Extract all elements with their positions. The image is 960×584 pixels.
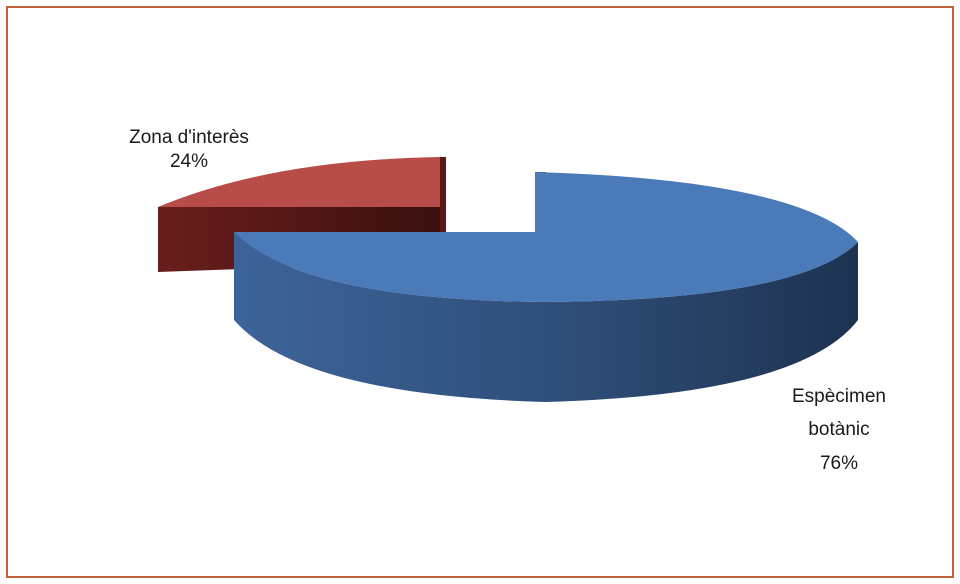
slice-label-zona-percent: 24% [170,151,208,172]
slice-label-zona-name: Zona d'interès [129,127,249,148]
pie-slice-especimen [234,172,858,402]
slice-label-especimen-name-line1: Espècimen [792,386,886,407]
slice-zona-top [158,157,440,207]
slice-label-especimen-percent: 76% [820,453,858,474]
slice-label-especimen: Espècimen botànic 76% [792,386,886,474]
slice-especimen-side [234,232,858,402]
slice-label-zona: Zona d'interès 24% [129,127,249,172]
slice-label-especimen-name-line2: botànic [808,419,869,440]
slice-especimen-top [234,172,858,302]
